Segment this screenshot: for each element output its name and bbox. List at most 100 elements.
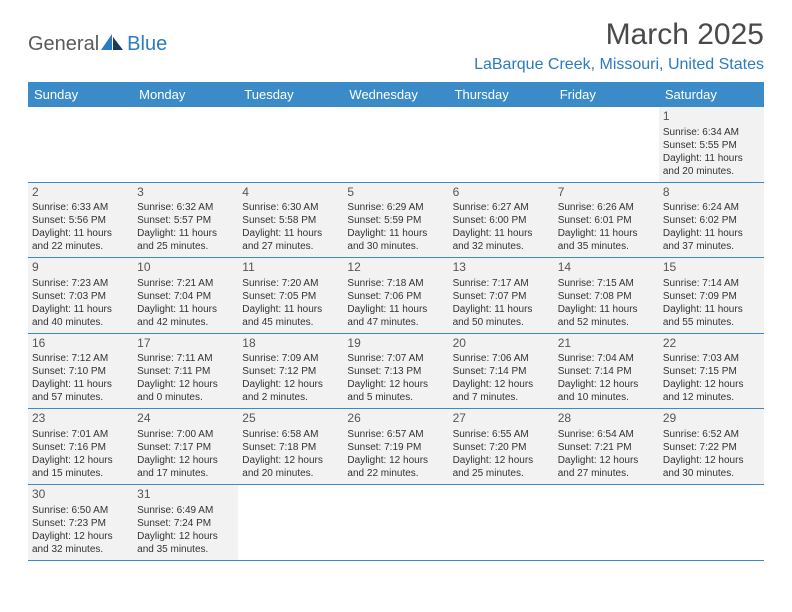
day-detail: Daylight: 12 hours bbox=[32, 530, 129, 543]
day-detail: Daylight: 11 hours bbox=[242, 303, 339, 316]
day-cell: 9Sunrise: 7:23 AMSunset: 7:03 PMDaylight… bbox=[28, 258, 133, 333]
day-detail: and 40 minutes. bbox=[32, 316, 129, 329]
day-detail: Sunrise: 7:03 AM bbox=[663, 352, 760, 365]
day-detail: Sunrise: 6:49 AM bbox=[137, 504, 234, 517]
day-number: 7 bbox=[558, 185, 655, 201]
day-detail: Sunrise: 6:54 AM bbox=[558, 428, 655, 441]
day-detail: and 22 minutes. bbox=[32, 240, 129, 253]
day-cell: 22Sunrise: 7:03 AMSunset: 7:15 PMDayligh… bbox=[659, 334, 764, 409]
day-cell: 2Sunrise: 6:33 AMSunset: 5:56 PMDaylight… bbox=[28, 183, 133, 258]
week-row: 30Sunrise: 6:50 AMSunset: 7:23 PMDayligh… bbox=[28, 485, 764, 561]
day-cell: 28Sunrise: 6:54 AMSunset: 7:21 PMDayligh… bbox=[554, 409, 659, 484]
day-number: 27 bbox=[453, 411, 550, 427]
day-detail: Sunrise: 6:52 AM bbox=[663, 428, 760, 441]
weekday-label: Thursday bbox=[449, 82, 554, 107]
day-detail: Daylight: 11 hours bbox=[453, 303, 550, 316]
day-detail: Sunset: 7:11 PM bbox=[137, 365, 234, 378]
logo-sail-icon bbox=[99, 32, 125, 52]
day-cell bbox=[343, 107, 448, 182]
day-detail: Sunset: 7:21 PM bbox=[558, 441, 655, 454]
day-detail: Sunset: 7:03 PM bbox=[32, 290, 129, 303]
day-detail: Sunrise: 7:23 AM bbox=[32, 277, 129, 290]
day-detail: Sunrise: 6:32 AM bbox=[137, 201, 234, 214]
day-detail: Sunset: 7:07 PM bbox=[453, 290, 550, 303]
day-cell bbox=[28, 107, 133, 182]
day-cell: 4Sunrise: 6:30 AMSunset: 5:58 PMDaylight… bbox=[238, 183, 343, 258]
day-cell: 27Sunrise: 6:55 AMSunset: 7:20 PMDayligh… bbox=[449, 409, 554, 484]
weekday-label: Sunday bbox=[28, 82, 133, 107]
day-detail: Sunrise: 6:26 AM bbox=[558, 201, 655, 214]
day-detail: and 42 minutes. bbox=[137, 316, 234, 329]
day-detail: Sunset: 7:15 PM bbox=[663, 365, 760, 378]
day-detail: Daylight: 12 hours bbox=[558, 454, 655, 467]
weekday-label: Wednesday bbox=[343, 82, 448, 107]
day-detail: Sunset: 7:23 PM bbox=[32, 517, 129, 530]
day-cell: 17Sunrise: 7:11 AMSunset: 7:11 PMDayligh… bbox=[133, 334, 238, 409]
day-detail: Sunrise: 7:17 AM bbox=[453, 277, 550, 290]
day-number: 20 bbox=[453, 336, 550, 352]
day-detail: Sunset: 7:22 PM bbox=[663, 441, 760, 454]
day-detail: Sunset: 7:05 PM bbox=[242, 290, 339, 303]
day-cell: 16Sunrise: 7:12 AMSunset: 7:10 PMDayligh… bbox=[28, 334, 133, 409]
day-number: 23 bbox=[32, 411, 129, 427]
day-detail: Sunrise: 6:29 AM bbox=[347, 201, 444, 214]
calendar-page: General Blue March 2025 LaBarque Creek, … bbox=[0, 0, 792, 579]
week-row: 2Sunrise: 6:33 AMSunset: 5:56 PMDaylight… bbox=[28, 183, 764, 259]
day-cell: 18Sunrise: 7:09 AMSunset: 7:12 PMDayligh… bbox=[238, 334, 343, 409]
day-detail: Sunrise: 7:04 AM bbox=[558, 352, 655, 365]
day-detail: Sunset: 7:04 PM bbox=[137, 290, 234, 303]
weekday-header: Sunday Monday Tuesday Wednesday Thursday… bbox=[28, 82, 764, 107]
day-cell bbox=[133, 107, 238, 182]
day-detail: Daylight: 11 hours bbox=[32, 378, 129, 391]
day-detail: and 2 minutes. bbox=[242, 391, 339, 404]
day-number: 16 bbox=[32, 336, 129, 352]
day-number: 22 bbox=[663, 336, 760, 352]
day-number: 1 bbox=[663, 109, 760, 125]
day-detail: Sunset: 7:17 PM bbox=[137, 441, 234, 454]
day-detail: and 57 minutes. bbox=[32, 391, 129, 404]
day-cell: 14Sunrise: 7:15 AMSunset: 7:08 PMDayligh… bbox=[554, 258, 659, 333]
day-number: 28 bbox=[558, 411, 655, 427]
day-number: 21 bbox=[558, 336, 655, 352]
week-row: 9Sunrise: 7:23 AMSunset: 7:03 PMDaylight… bbox=[28, 258, 764, 334]
day-detail: and 35 minutes. bbox=[558, 240, 655, 253]
day-detail: Sunrise: 7:21 AM bbox=[137, 277, 234, 290]
day-detail: Sunrise: 7:09 AM bbox=[242, 352, 339, 365]
day-detail: and 5 minutes. bbox=[347, 391, 444, 404]
month-title: March 2025 bbox=[474, 18, 764, 52]
day-detail: Sunset: 7:10 PM bbox=[32, 365, 129, 378]
day-detail: and 0 minutes. bbox=[137, 391, 234, 404]
day-number: 5 bbox=[347, 185, 444, 201]
day-number: 19 bbox=[347, 336, 444, 352]
day-detail: Daylight: 12 hours bbox=[137, 530, 234, 543]
day-cell: 31Sunrise: 6:49 AMSunset: 7:24 PMDayligh… bbox=[133, 485, 238, 560]
location-subtitle: LaBarque Creek, Missouri, United States bbox=[474, 56, 764, 74]
day-detail: Daylight: 12 hours bbox=[347, 378, 444, 391]
day-number: 12 bbox=[347, 260, 444, 276]
day-cell: 30Sunrise: 6:50 AMSunset: 7:23 PMDayligh… bbox=[28, 485, 133, 560]
day-cell: 1Sunrise: 6:34 AMSunset: 5:55 PMDaylight… bbox=[659, 107, 764, 182]
day-detail: and 12 minutes. bbox=[663, 391, 760, 404]
day-detail: Daylight: 11 hours bbox=[347, 227, 444, 240]
day-cell: 7Sunrise: 6:26 AMSunset: 6:01 PMDaylight… bbox=[554, 183, 659, 258]
day-detail: Sunrise: 7:06 AM bbox=[453, 352, 550, 365]
day-detail: Sunrise: 7:15 AM bbox=[558, 277, 655, 290]
week-row: 1Sunrise: 6:34 AMSunset: 5:55 PMDaylight… bbox=[28, 107, 764, 183]
day-detail: and 30 minutes. bbox=[347, 240, 444, 253]
day-detail: Sunset: 6:00 PM bbox=[453, 214, 550, 227]
day-cell: 26Sunrise: 6:57 AMSunset: 7:19 PMDayligh… bbox=[343, 409, 448, 484]
day-detail: Sunrise: 7:18 AM bbox=[347, 277, 444, 290]
day-number: 17 bbox=[137, 336, 234, 352]
day-detail: Sunrise: 6:24 AM bbox=[663, 201, 760, 214]
day-detail: Daylight: 12 hours bbox=[347, 454, 444, 467]
day-detail: and 15 minutes. bbox=[32, 467, 129, 480]
day-detail: Sunset: 5:56 PM bbox=[32, 214, 129, 227]
day-cell bbox=[343, 485, 448, 560]
day-number: 29 bbox=[663, 411, 760, 427]
day-detail: Sunrise: 6:33 AM bbox=[32, 201, 129, 214]
day-cell: 13Sunrise: 7:17 AMSunset: 7:07 PMDayligh… bbox=[449, 258, 554, 333]
day-number: 25 bbox=[242, 411, 339, 427]
day-detail: Daylight: 12 hours bbox=[453, 454, 550, 467]
day-detail: and 52 minutes. bbox=[558, 316, 655, 329]
day-cell bbox=[554, 485, 659, 560]
